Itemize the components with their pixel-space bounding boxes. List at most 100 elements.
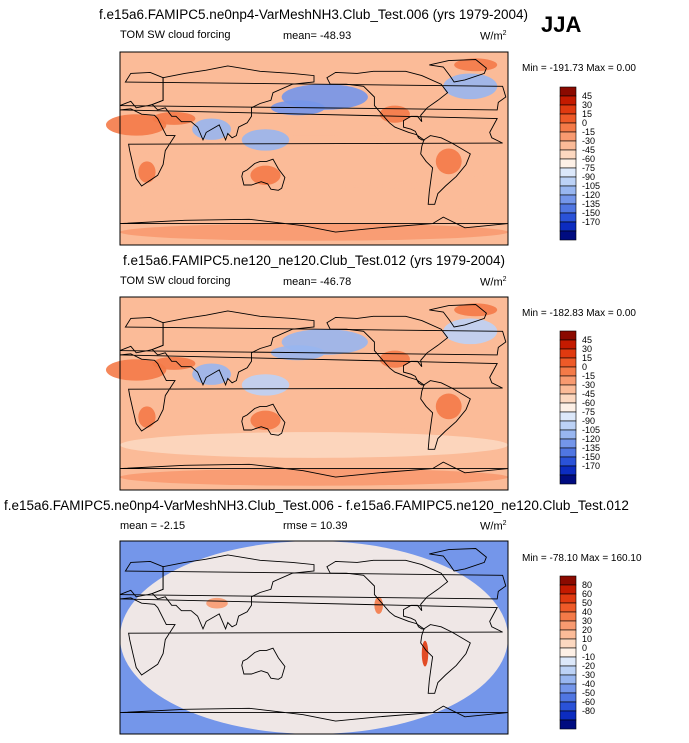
colorbar-tick-label: 45	[582, 335, 592, 345]
colorbar-box	[559, 212, 577, 223]
colorbar-box	[559, 393, 577, 404]
region-california-coast	[374, 596, 383, 614]
colorbar-box	[559, 86, 577, 97]
region-southern-ocean	[120, 432, 508, 458]
region-deserts	[105, 114, 167, 136]
colorbar-box	[559, 348, 577, 359]
colorbar-box	[559, 429, 577, 440]
colorbar-tick-label: -40	[582, 679, 595, 689]
panel-2-units: W/m2	[480, 276, 507, 289]
colorbar-box	[559, 330, 577, 341]
colorbar-tick-label: -75	[582, 407, 595, 417]
region-general	[120, 541, 508, 734]
region-deserts	[250, 410, 281, 430]
coastline-namerica	[326, 70, 449, 141]
colorbar-tick-label: 0	[582, 362, 587, 372]
map-frame	[119, 540, 509, 735]
colorbar-tick-label: -150	[582, 452, 600, 462]
coastline-africa	[119, 597, 503, 676]
coastline-samerica	[420, 624, 471, 694]
colorbar-tick-label: 15	[582, 109, 592, 119]
colorbar-box	[559, 149, 577, 160]
colorbar-box	[559, 357, 577, 368]
colorbar-tick-label: -50	[582, 688, 595, 698]
colorbar-tick-label: -80	[582, 706, 595, 716]
colorbar-tick-label: -170	[582, 217, 600, 227]
region-tropical-west-pacific	[241, 374, 290, 396]
colorbar-tick-label: -135	[582, 443, 600, 453]
coastline-asia	[151, 554, 315, 631]
colorbar-box	[559, 656, 577, 667]
region-deserts	[152, 112, 196, 125]
colorbar-tick-label: -20	[582, 661, 595, 671]
colorbar-box	[559, 719, 577, 730]
colorbar-box	[559, 620, 577, 631]
colorbar-tick-label: 45	[582, 91, 592, 101]
panel-3-rmse: rmse = 10.39	[283, 520, 348, 532]
panel-3-units-text: W/m	[480, 520, 503, 533]
panel-3-mean: mean = -2.15	[120, 520, 186, 532]
panel-1-title: f.e15a6.FAMIPC5.ne0np4-VarMeshNH3.Club_T…	[99, 7, 528, 22]
colorbar-tick-label: -105	[582, 181, 600, 191]
colorbar-box	[559, 194, 577, 205]
colorbar-box	[559, 438, 577, 449]
colorbar-box	[559, 140, 577, 151]
colorbar-tick-label: 0	[582, 643, 587, 653]
coastline-namerica	[326, 559, 449, 630]
colorbar-box	[559, 575, 577, 586]
panel-2-colorbar: 4530150-15-30-45-60-75-90-105-120-135-15…	[559, 330, 600, 485]
colorbar-tick-label: 30	[582, 616, 592, 626]
colorbar-box	[559, 230, 577, 241]
panel-2-units-text: W/m	[480, 276, 503, 289]
colorbar-box	[559, 420, 577, 431]
colorbar-tick-label: -45	[582, 389, 595, 399]
coastline-antarctica	[119, 216, 509, 233]
coastline-australia	[241, 403, 286, 436]
panel-1-mean: mean= -48.93	[283, 30, 352, 42]
panel-3-title: f.e15a6.FAMIPC5.ne0np4-VarMeshNH3.Club_T…	[4, 498, 629, 513]
colorbar-box	[559, 638, 577, 649]
panel-1-colorbar: 4530150-15-30-45-60-75-90-105-120-135-15…	[559, 86, 600, 241]
colorbar-box	[559, 602, 577, 613]
colorbar-box	[559, 593, 577, 604]
colorbar-tick-label: 40	[582, 607, 592, 617]
colorbar-tick-label: -150	[582, 208, 600, 218]
panel-1-units-exp: 2	[502, 30, 507, 37]
coastline-africa	[119, 108, 503, 187]
colorbar-box	[559, 122, 577, 133]
region-deserts	[379, 350, 410, 368]
colorbar-box	[559, 456, 577, 467]
colorbar-box	[559, 465, 577, 476]
colorbar-tick-label: -30	[582, 380, 595, 390]
coastline-australia	[241, 158, 286, 191]
colorbar-box	[559, 339, 577, 350]
panel-1-units: W/m2	[480, 30, 507, 43]
colorbar-tick-label: -30	[582, 670, 595, 680]
colorbar-tick-label: 20	[582, 625, 592, 635]
colorbar-box	[559, 647, 577, 658]
colorbar-box	[559, 203, 577, 214]
colorbar-tick-label: -60	[582, 398, 595, 408]
coastline-greenland	[429, 59, 487, 83]
colorbar-box	[559, 411, 577, 422]
coastline-namerica	[326, 315, 449, 386]
colorbar-tick-label: -45	[582, 145, 595, 155]
colorbar-tick-label: 0	[582, 118, 587, 128]
colorbar-tick-label: 10	[582, 634, 592, 644]
colorbar-box	[559, 176, 577, 187]
coastline-africa	[119, 353, 503, 432]
coastline-asia	[151, 65, 315, 142]
region-deserts	[105, 359, 167, 381]
panel-3-map	[119, 540, 509, 735]
map-frame	[119, 296, 509, 491]
colorbar-tick-label: -105	[582, 425, 600, 435]
season-label: JJA	[541, 12, 582, 37]
colorbar-tick-label: 50	[582, 598, 592, 608]
region-antarctica	[120, 223, 508, 241]
region-subtropics	[120, 143, 508, 187]
colorbar-box	[559, 104, 577, 115]
region-deserts	[138, 161, 156, 183]
colorbar-box	[559, 375, 577, 386]
colorbar-box	[559, 701, 577, 712]
